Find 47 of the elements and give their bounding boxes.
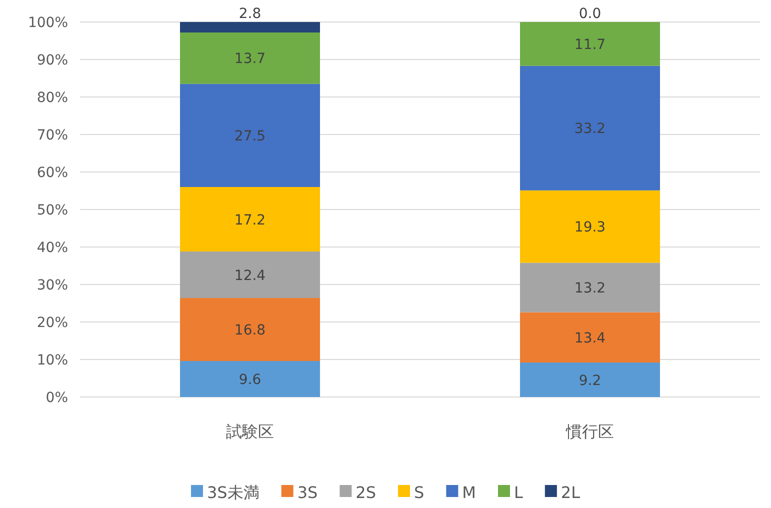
bar	[180, 252, 320, 298]
data-label: 0.0	[578, 6, 602, 22]
y-tick-label: 30%	[36, 278, 68, 294]
data-label: 13.4	[574, 330, 606, 346]
bar	[180, 187, 320, 252]
y-tick-label: 60%	[36, 165, 68, 181]
y-tick-label: 80%	[36, 90, 68, 106]
data-label: 27.5	[234, 128, 266, 144]
data-label: 17.2	[234, 212, 266, 228]
bar	[520, 22, 660, 66]
data-label: 33.2	[574, 121, 606, 138]
y-tick-label: 40%	[36, 240, 68, 256]
bar	[180, 361, 320, 397]
data-label: 2.8	[238, 6, 262, 22]
bar	[520, 262, 660, 312]
legend-label: 2S	[356, 483, 376, 502]
bar	[520, 362, 660, 397]
bar	[520, 190, 660, 263]
legend-label: L	[514, 483, 523, 502]
data-label: 16.8	[234, 322, 266, 338]
bar	[180, 298, 320, 361]
legend-label: S	[414, 483, 424, 502]
legend-label: M	[462, 483, 476, 502]
data-label: 9.2	[578, 372, 602, 389]
bar	[180, 84, 320, 187]
data-label: 19.3	[574, 220, 606, 236]
bar	[180, 32, 320, 84]
y-tick-label: 100%	[28, 15, 68, 31]
legend-label: 3S	[297, 483, 318, 502]
x-tick-label: 試験区	[226, 422, 274, 441]
x-tick-label: 慣行区	[565, 422, 614, 441]
y-tick-label: 70%	[36, 128, 68, 144]
legend-label: 3S未満	[206, 483, 260, 502]
bar	[180, 22, 320, 32]
bar	[520, 312, 660, 362]
data-label: 12.4	[234, 268, 266, 284]
data-label: 13.2	[574, 280, 606, 296]
y-tick-label: 90%	[36, 52, 68, 68]
y-tick-label: 50%	[36, 202, 68, 218]
data-label: 13.7	[234, 51, 266, 68]
data-label: 9.6	[238, 372, 262, 388]
y-tick-label: 20%	[36, 315, 68, 331]
data-label: 11.7	[574, 36, 606, 53]
legend-label: 2L	[560, 483, 580, 502]
y-tick-label: 0%	[46, 390, 68, 406]
bar	[520, 66, 660, 190]
y-tick-label: 10%	[36, 352, 68, 368]
